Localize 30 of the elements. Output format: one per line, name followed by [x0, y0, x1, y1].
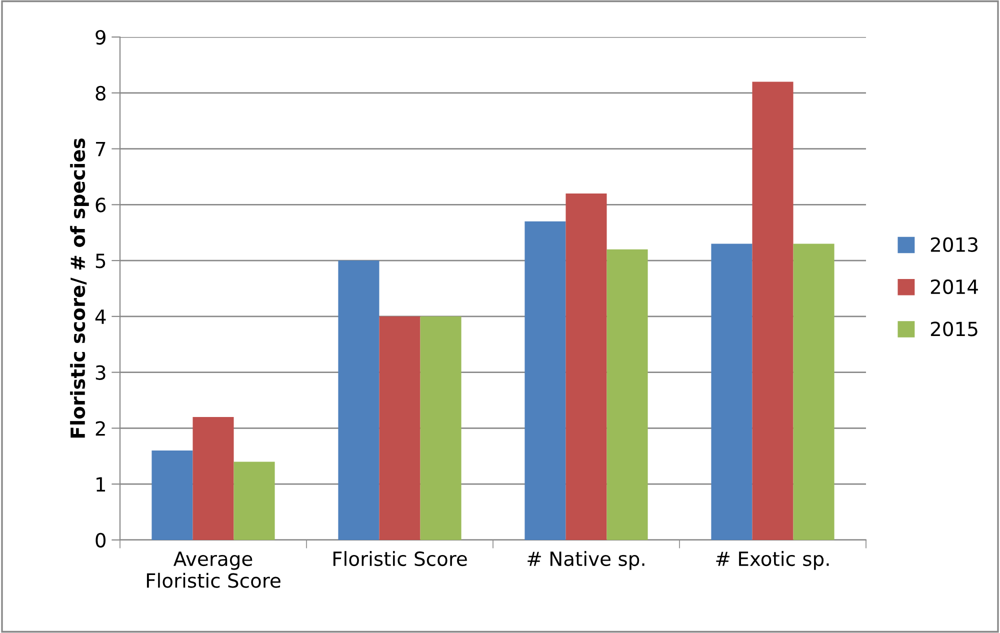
bar	[420, 316, 462, 540]
bar	[606, 249, 648, 540]
legend-label: 2014	[930, 279, 978, 294]
bar	[234, 462, 275, 540]
y-tick-label: 1	[96, 477, 106, 492]
bar	[192, 417, 234, 540]
y-tick-label: 0	[96, 532, 106, 548]
bar	[752, 82, 794, 540]
bar	[566, 193, 607, 540]
bar	[524, 221, 566, 540]
bar	[711, 244, 752, 540]
bar	[338, 260, 380, 540]
x-tick-label: # Native sp.	[528, 551, 644, 570]
legend-label: 2015	[930, 322, 978, 336]
y-tick-label: 4	[95, 310, 106, 324]
y-tick-label: 5	[96, 254, 106, 268]
y-tick-label: 8	[96, 86, 106, 101]
y-tick-label: 6	[96, 198, 106, 212]
y-tick-label: 7	[96, 142, 106, 156]
y-tick-label: 9	[96, 30, 106, 45]
legend-label: 2013	[930, 237, 978, 252]
x-tick-label: # Exotic sp.	[716, 551, 829, 570]
bar	[152, 450, 193, 540]
y-tick-label: 2	[96, 421, 105, 436]
bar	[793, 244, 834, 540]
y-axis-title: Floristic score/ # of species	[70, 138, 89, 438]
y-tick-label: 3	[96, 365, 106, 380]
x-tick-label: Floristic Score	[333, 551, 467, 566]
x-tick-label: Average Floristic Score	[146, 552, 280, 588]
bar	[379, 316, 420, 540]
